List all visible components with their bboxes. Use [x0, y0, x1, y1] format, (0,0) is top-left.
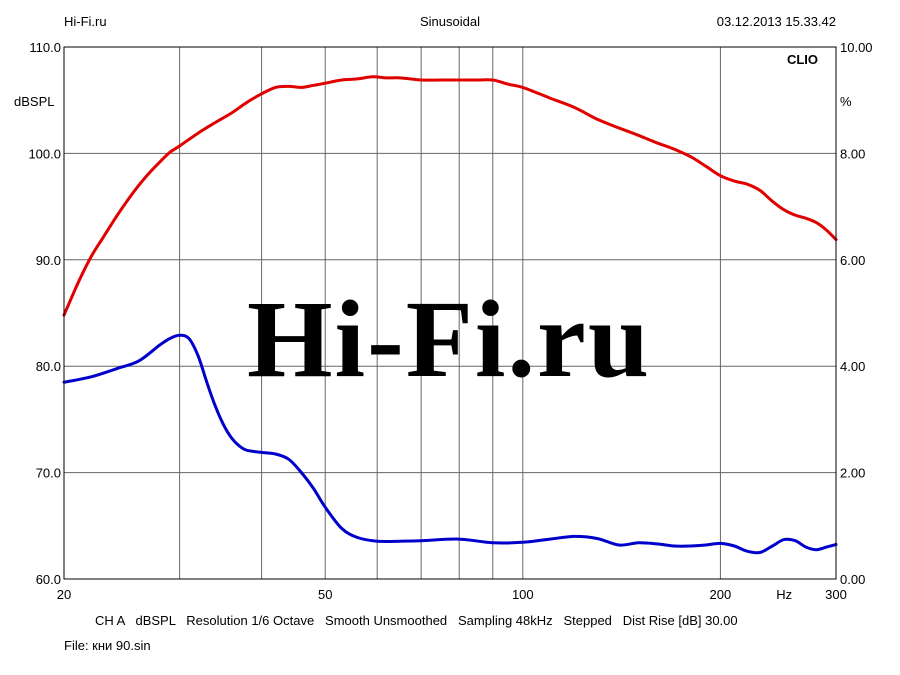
plot-frame — [63, 46, 837, 580]
y-tick-label-left: 90.0 — [36, 253, 61, 268]
y-tick-label-right: 10.00 — [840, 40, 873, 55]
clio-brand-label: CLIO — [787, 52, 818, 67]
series-group — [62, 75, 838, 555]
header-left: Hi-Fi.ru — [64, 14, 107, 29]
series-line-spl-red — [62, 75, 838, 317]
y-tick-label-right: 4.00 — [840, 359, 865, 374]
watermark-text: Hi-Fi.ru — [247, 278, 651, 400]
file-line: File: кни 90.sin — [64, 638, 151, 653]
y-axis-label-right: % — [840, 94, 852, 109]
y-tick-label-right: 0.00 — [840, 572, 865, 587]
settings-line: CH A dBSPL Resolution 1/6 Octave Smooth … — [95, 613, 738, 628]
x-tick-label: 100 — [512, 587, 534, 602]
grid — [64, 47, 836, 579]
y-tick-label-left: 100.0 — [28, 146, 61, 161]
watermark: Hi-Fi.ru — [247, 278, 651, 400]
series-line-distortion-blue — [62, 333, 838, 555]
y-tick-label-right: 6.00 — [840, 253, 865, 268]
header-right: 03.12.2013 15.33.42 — [716, 14, 836, 29]
header-center: Sinusoidal — [420, 14, 480, 29]
y-tick-label-left: 60.0 — [36, 572, 61, 587]
x-axis-unit: Hz — [776, 587, 792, 602]
y-tick-label-left: 80.0 — [36, 359, 61, 374]
y-tick-label-right: 2.00 — [840, 466, 865, 481]
x-tick-label: 300 — [825, 587, 847, 602]
tick-labels: 60.0 70.0 80.0 90.0 100.0 110.0 0.00 2.00 4.00 6.… — [28, 40, 872, 602]
y-axis-label-left: dBSPL — [14, 94, 54, 109]
x-tick-label: 50 — [318, 587, 332, 602]
y-tick-label-left: 70.0 — [36, 466, 61, 481]
y-tick-label-left: 110.0 — [29, 40, 61, 55]
y-tick-label-right: 8.00 — [840, 146, 865, 161]
x-tick-label: 200 — [710, 587, 732, 602]
x-tick-label: 20 — [57, 587, 71, 602]
